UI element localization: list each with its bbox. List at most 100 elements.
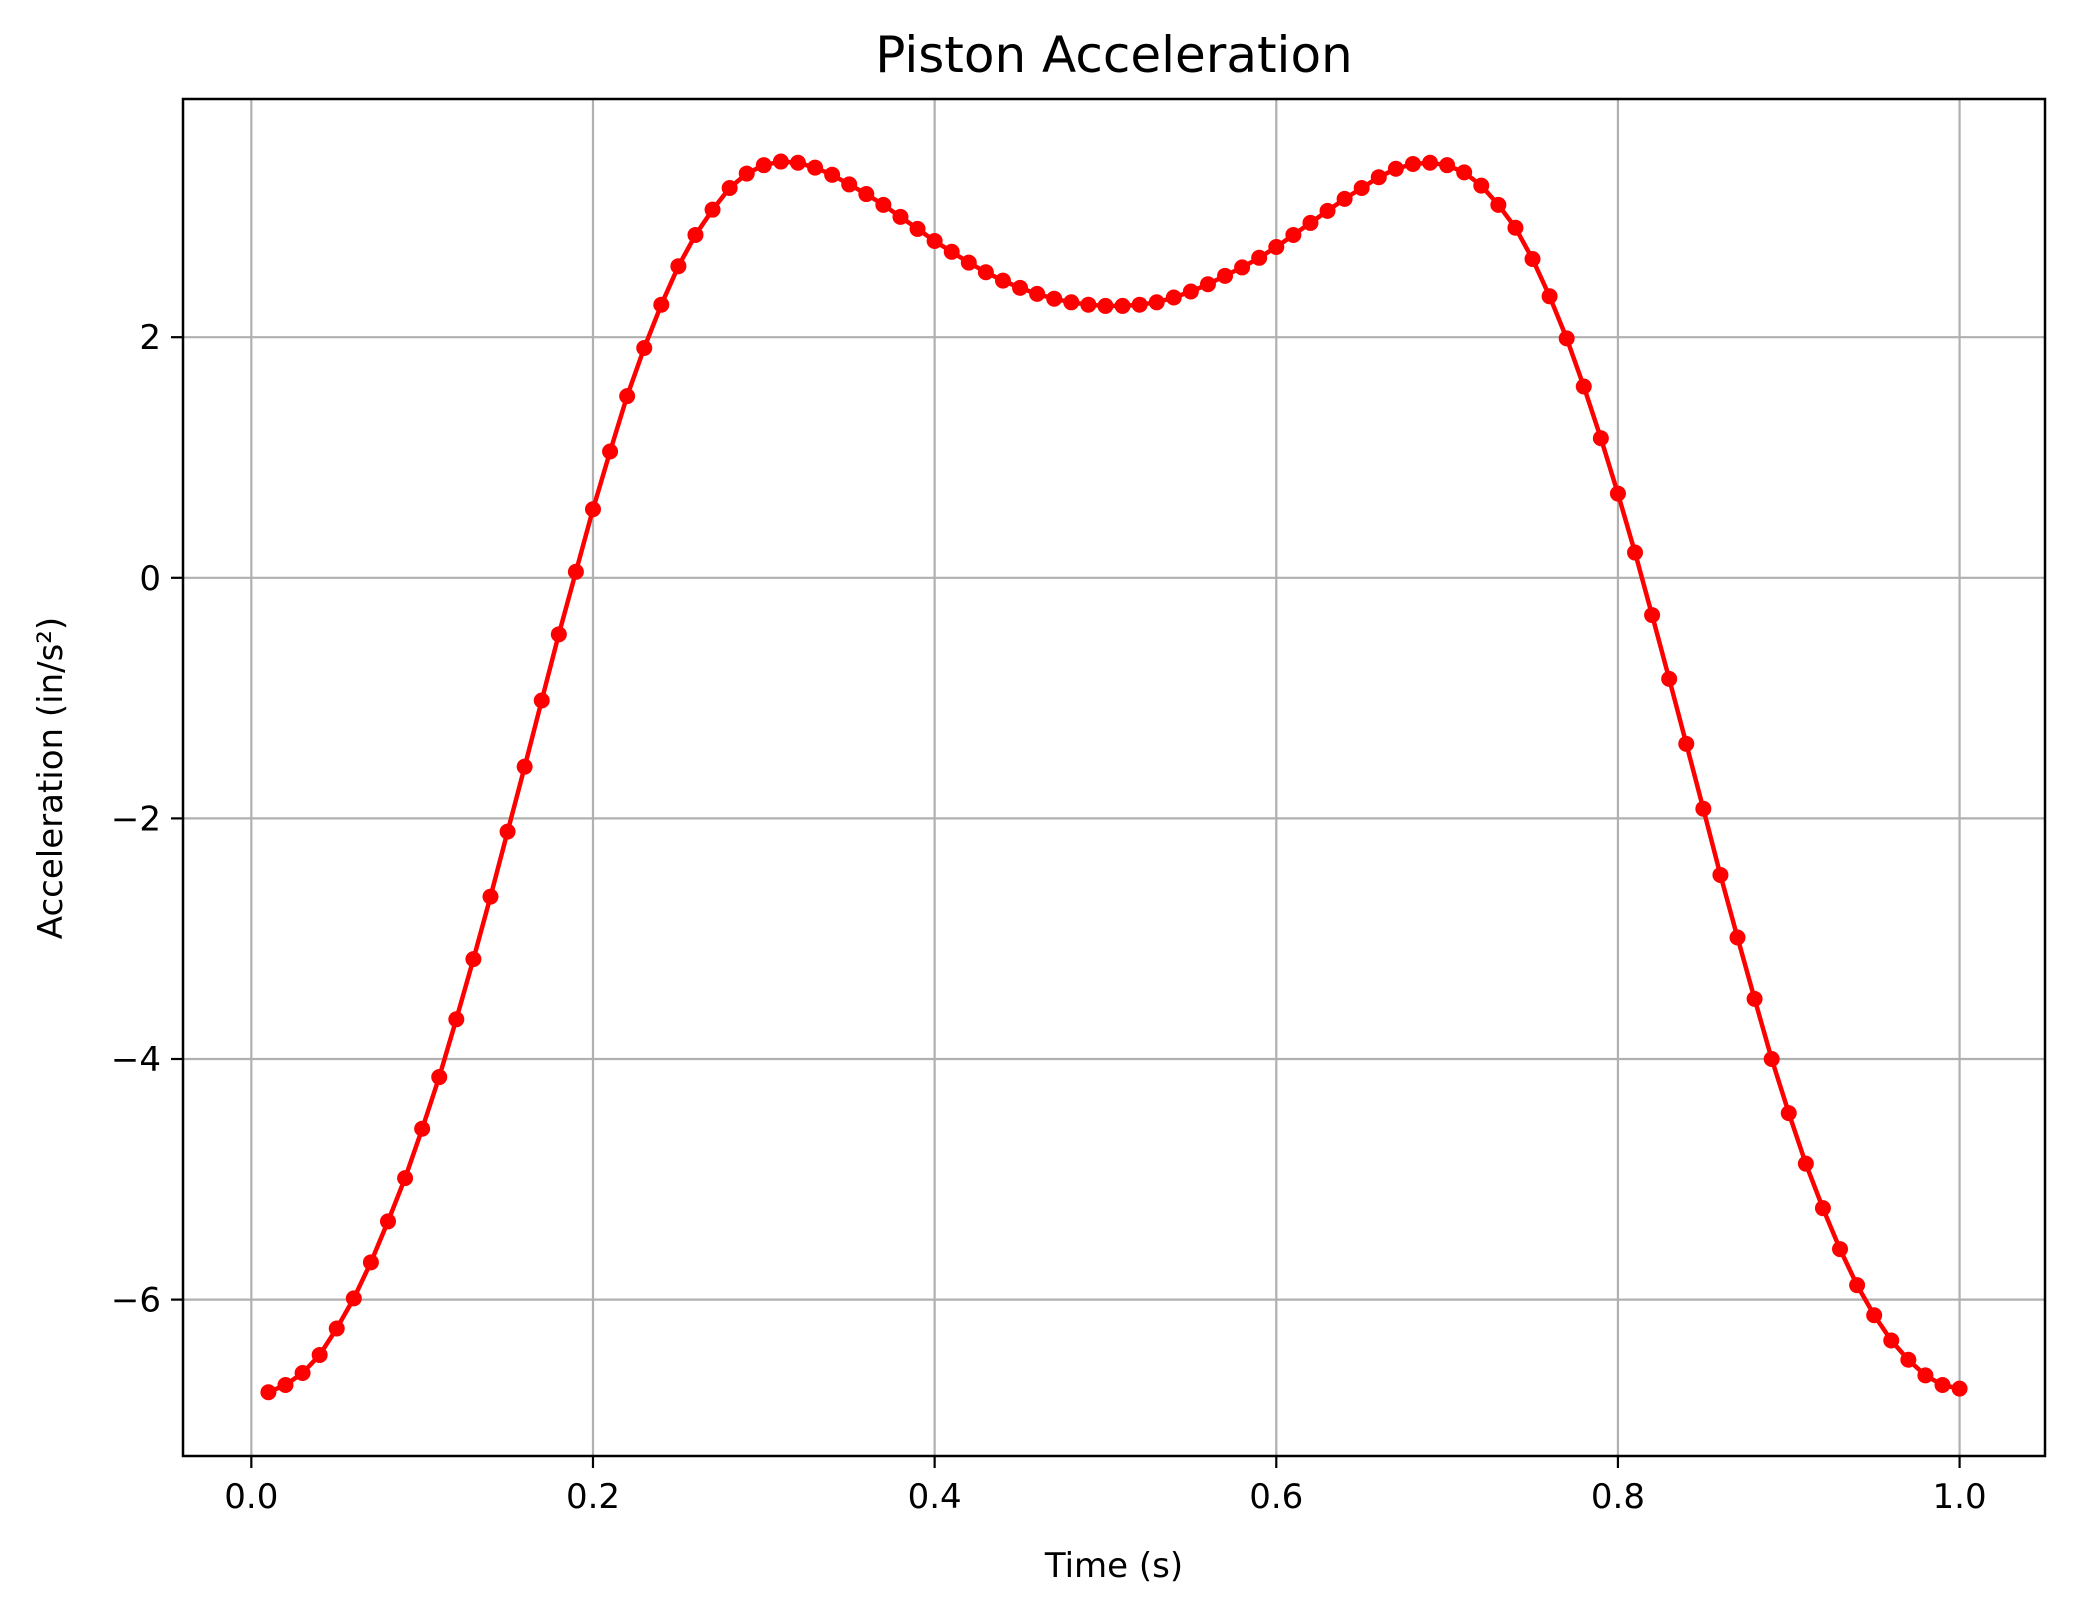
data-point	[1080, 296, 1097, 313]
data-point	[1063, 294, 1080, 311]
y-axis-label: Acceleration (in/s²)	[31, 617, 71, 939]
data-point	[1268, 238, 1285, 255]
data-point	[1832, 1241, 1849, 1258]
data-point	[1148, 294, 1165, 311]
data-point	[516, 758, 533, 775]
data-point	[1473, 177, 1490, 194]
series-layer	[260, 153, 1968, 1401]
data-point	[1900, 1351, 1917, 1368]
data-point	[1353, 180, 1370, 197]
data-point	[704, 201, 721, 218]
data-point	[909, 220, 926, 237]
data-point	[892, 208, 909, 225]
data-point	[1934, 1377, 1951, 1394]
y-tick-label: −4	[111, 1040, 161, 1080]
data-point	[1251, 249, 1268, 266]
data-point	[260, 1384, 277, 1401]
data-point	[345, 1290, 362, 1307]
data-point	[1644, 607, 1661, 624]
data-point	[1319, 202, 1336, 219]
plot-frame	[181, 97, 2047, 1458]
data-point	[550, 626, 567, 643]
data-point	[584, 501, 601, 518]
data-point	[1849, 1277, 1866, 1294]
data-point	[721, 180, 738, 197]
data-point	[1951, 1380, 1968, 1397]
data-point	[1336, 190, 1353, 207]
data-point	[448, 1011, 465, 1028]
data-point	[1729, 929, 1746, 946]
data-point	[1456, 164, 1473, 181]
data-point	[431, 1069, 448, 1086]
data-point	[533, 692, 550, 709]
data-point	[807, 159, 824, 176]
data-point	[841, 176, 858, 193]
data-point	[1661, 670, 1678, 687]
data-point	[1490, 196, 1507, 213]
data-point	[960, 254, 977, 271]
x-tick-label: 0.2	[566, 1477, 620, 1517]
data-point	[1814, 1200, 1831, 1217]
x-tick-label: 1.0	[1933, 1477, 1987, 1517]
data-point	[311, 1346, 328, 1363]
data-point	[943, 243, 960, 260]
x-tick-label: 0.0	[224, 1477, 278, 1517]
data-point	[362, 1254, 379, 1271]
data-point	[1866, 1307, 1883, 1324]
data-point	[567, 563, 584, 580]
x-tick-label: 0.6	[1249, 1477, 1303, 1517]
data-point	[1114, 297, 1131, 314]
y-tick-label: −2	[111, 799, 161, 839]
data-point	[602, 443, 619, 460]
data-point	[994, 272, 1011, 289]
data-point	[277, 1377, 294, 1394]
data-point	[379, 1213, 396, 1230]
data-point	[328, 1320, 345, 1337]
data-point	[1439, 157, 1456, 174]
data-point	[636, 340, 653, 357]
data-point	[1797, 1155, 1814, 1172]
data-point	[482, 888, 499, 905]
data-point	[1046, 290, 1063, 307]
data-point	[414, 1120, 431, 1137]
data-point	[755, 157, 772, 174]
data-point	[1182, 283, 1199, 300]
grid	[183, 99, 2045, 1456]
data-point	[772, 153, 789, 170]
data-point	[977, 264, 994, 281]
data-point	[1234, 259, 1251, 276]
data-point	[1609, 485, 1626, 502]
data-point	[1285, 226, 1302, 243]
data-point	[670, 258, 687, 275]
x-axis-label: Time (s)	[1044, 1546, 1183, 1586]
data-point	[397, 1170, 414, 1187]
data-point	[1524, 251, 1541, 268]
y-tick-label: 2	[139, 318, 161, 358]
data-point	[465, 951, 482, 968]
data-point	[738, 165, 755, 182]
data-point	[1575, 378, 1592, 395]
data-point	[1695, 800, 1712, 817]
data-point	[294, 1364, 311, 1381]
x-tick-label: 0.4	[908, 1477, 962, 1517]
series-line	[266, 159, 1962, 1395]
data-point	[1131, 296, 1148, 313]
y-tick-label: −6	[111, 1281, 161, 1321]
data-point	[1763, 1051, 1780, 1068]
data-point	[1558, 330, 1575, 347]
data-point	[1592, 430, 1609, 447]
data-point	[1370, 169, 1387, 186]
data-point	[1199, 276, 1216, 293]
y-tick-label: 0	[139, 559, 161, 599]
data-point	[1627, 544, 1644, 561]
data-point	[858, 186, 875, 203]
data-point	[653, 296, 670, 313]
chart-title: Piston Acceleration	[875, 26, 1352, 84]
data-point	[1746, 990, 1763, 1007]
data-point	[824, 166, 841, 183]
data-point	[1165, 289, 1182, 306]
data-point	[1507, 219, 1524, 236]
data-point	[1883, 1332, 1900, 1349]
